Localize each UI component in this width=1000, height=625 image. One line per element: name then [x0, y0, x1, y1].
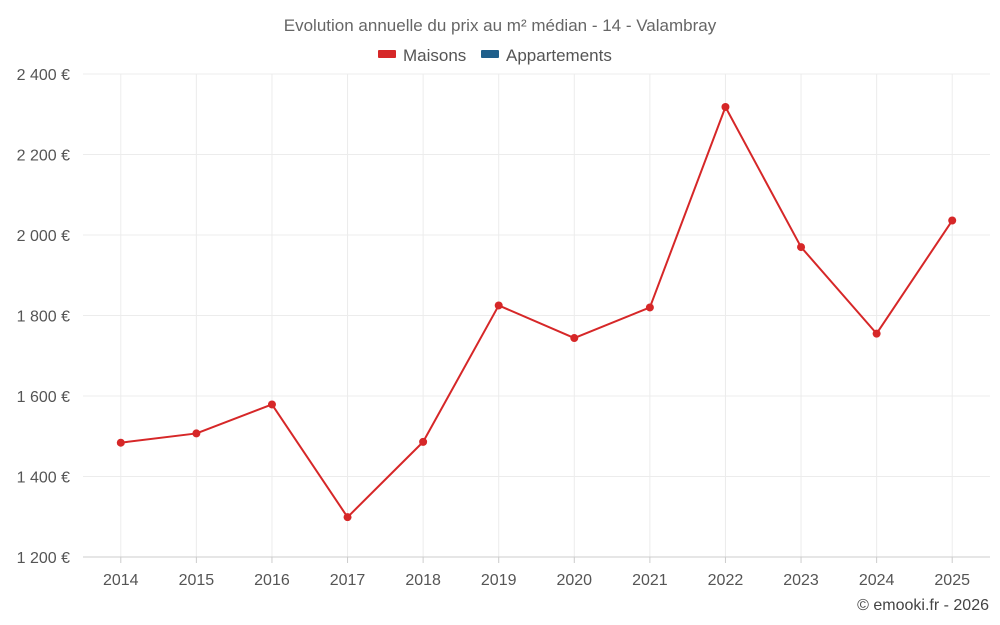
x-tick-label: 2014 [103, 572, 139, 589]
data-point[interactable] [645, 303, 654, 312]
y-tick-label: 1 600 € [17, 389, 70, 406]
x-tick-label: 2023 [783, 572, 819, 589]
legend-label-appartements: Appartements [506, 46, 612, 65]
x-tick-label: 2017 [330, 572, 366, 589]
series-line [120, 106, 954, 519]
legend-swatch-appartements [481, 50, 499, 58]
chart-title: Evolution annuelle du prix au m² médian … [284, 16, 717, 35]
data-point[interactable] [192, 429, 201, 438]
x-tick-label: 2015 [179, 572, 215, 589]
y-tick-label: 1 400 € [17, 470, 70, 487]
legend-swatch-maisons [378, 50, 396, 58]
y-tick-label: 2 400 € [17, 67, 70, 84]
data-point[interactable] [721, 103, 730, 112]
x-tick-label: 2024 [859, 572, 895, 589]
x-tick-label: 2025 [934, 572, 970, 589]
data-point[interactable] [267, 400, 276, 409]
grid [83, 73, 990, 557]
x-tick-label: 2016 [254, 572, 290, 589]
data-point[interactable] [570, 334, 579, 343]
y-tick-label: 1 200 € [17, 550, 70, 567]
x-tick-label: 2021 [632, 572, 668, 589]
x-tick-label: 2019 [481, 572, 517, 589]
axes: 1 200 € 1 400 € 1 600 € 1 800 € 2 000 € 2 200… [17, 67, 990, 589]
x-tick-label: 2020 [556, 572, 592, 589]
data-point[interactable] [116, 438, 125, 447]
data-point[interactable] [494, 301, 503, 310]
legend-item-appartements[interactable]: Appartements [481, 46, 612, 65]
y-tick-label: 2 000 € [17, 228, 70, 245]
y-tick-label: 2 200 € [17, 148, 70, 165]
legend-item-maisons[interactable]: Maisons [378, 46, 466, 65]
series-maisons [116, 103, 957, 522]
credit-text: © emooki.fr - 2026 [857, 597, 989, 614]
data-point[interactable] [872, 329, 881, 338]
data-point[interactable] [948, 216, 957, 225]
legend: Maisons Appartements [378, 46, 612, 65]
data-point[interactable] [797, 243, 806, 252]
legend-label-maisons: Maisons [403, 46, 466, 65]
y-tick-label: 1 800 € [17, 309, 70, 326]
data-point[interactable] [343, 513, 352, 522]
data-point[interactable] [419, 437, 428, 446]
x-tick-label: 2022 [708, 572, 744, 589]
x-tick-label: 2018 [405, 572, 441, 589]
